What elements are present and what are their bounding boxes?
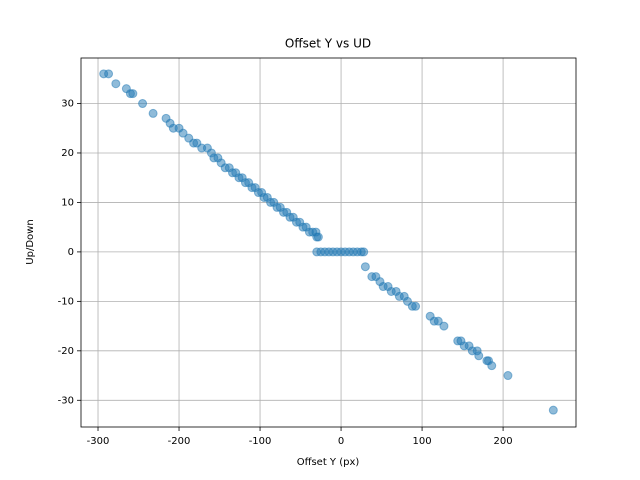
point <box>128 89 138 99</box>
point <box>503 371 513 381</box>
point <box>474 351 484 361</box>
y-tick-label: 10 <box>61 197 74 208</box>
y-tick-label: -30 <box>58 395 74 406</box>
point <box>360 262 370 272</box>
x-axis-label: Offset Y (px) <box>297 457 360 468</box>
point <box>359 247 369 257</box>
y-tick-label: -20 <box>58 346 74 357</box>
y-axis-label: Up/Down <box>25 219 36 264</box>
y-tick-label: -10 <box>58 296 74 307</box>
x-tick-label: -200 <box>168 436 191 447</box>
point <box>411 301 421 311</box>
point <box>487 361 497 371</box>
plot-frame <box>80 57 577 428</box>
y-tick-label: 0 <box>68 247 74 258</box>
point <box>111 79 121 89</box>
point <box>313 232 323 242</box>
x-tick-label: 0 <box>338 436 344 447</box>
point <box>138 99 148 109</box>
point <box>433 316 443 326</box>
point <box>178 128 188 138</box>
x-tick-label: 200 <box>494 436 513 447</box>
y-tick-label: 30 <box>61 99 74 110</box>
point <box>148 108 158 118</box>
x-tick-label: -300 <box>87 436 110 447</box>
point <box>439 321 449 331</box>
x-tick-label: -100 <box>249 436 272 447</box>
y-tick-label: 20 <box>61 148 74 159</box>
chart-title: Offset Y vs UD <box>285 37 371 51</box>
x-tick-label: 100 <box>413 436 432 447</box>
point <box>548 405 558 415</box>
point <box>104 69 114 79</box>
